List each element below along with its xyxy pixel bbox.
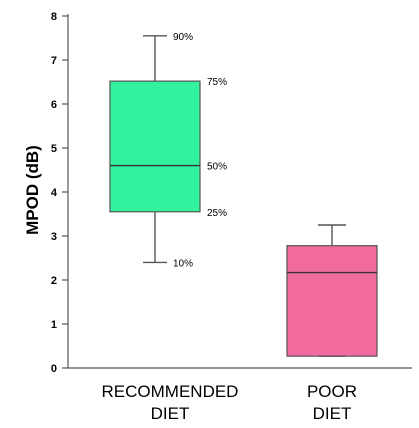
y-tick-label-2: 2 xyxy=(51,275,57,287)
poor-diet-label-line2: DIET xyxy=(313,404,352,423)
y-tick-label-4: 4 xyxy=(51,187,58,199)
recommended-diet-box xyxy=(109,80,201,213)
poor-diet-label-line1: POOR xyxy=(307,382,357,401)
percentile-label-25: 25% xyxy=(207,208,227,219)
percentile-label-50: 50% xyxy=(207,162,227,173)
percentile-label-10: 10% xyxy=(173,258,193,269)
y-tick-label-6: 6 xyxy=(51,99,57,111)
percentile-label-90: 90% xyxy=(173,32,193,43)
poor-diet-box xyxy=(286,245,378,357)
recommended-diet-label-line2: DIET xyxy=(151,404,190,423)
y-axis: 0 1 2 3 4 5 6 7 8 xyxy=(51,11,69,375)
y-tick-label-0: 0 xyxy=(51,363,57,375)
y-tick-label-5: 5 xyxy=(51,143,57,155)
y-tick-label-1: 1 xyxy=(51,319,57,331)
y-tick-label-3: 3 xyxy=(51,231,57,243)
y-tick-label-8: 8 xyxy=(51,11,57,23)
recommended-diet-label-line1: RECOMMENDED xyxy=(102,382,239,401)
y-axis-title: MPOD (dB) xyxy=(23,145,42,235)
y-tick-label-7: 7 xyxy=(51,55,57,67)
percentile-label-75: 75% xyxy=(207,77,227,88)
